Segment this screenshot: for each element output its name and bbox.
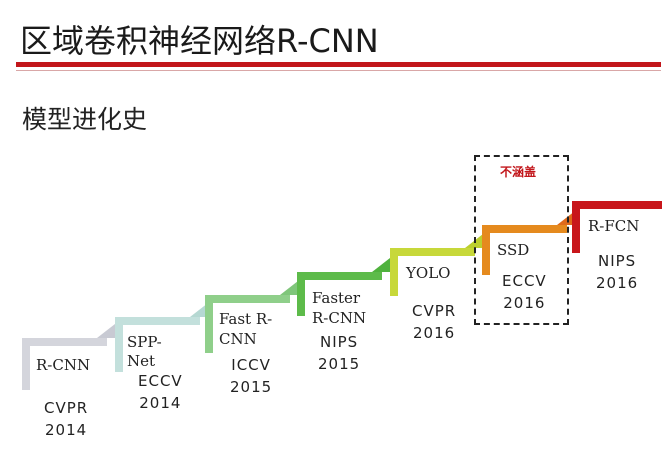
step-fastrcnn-label-2: CNN — [219, 330, 257, 348]
step-rfcn-venue-year: 2016 — [596, 274, 639, 292]
step-fasterrcnn-tread — [297, 272, 382, 280]
step-fasterrcnn-label-1: Faster — [312, 289, 361, 307]
step-sppnet-riser — [115, 317, 123, 372]
step-sppnet-venue-name: ECCV — [138, 372, 183, 390]
step-sppnet-venue-year: 2014 — [139, 394, 182, 412]
step-ssd-arrow — [557, 211, 575, 225]
step-ssd-venue-name: ECCV — [502, 272, 547, 290]
step-rcnn-label: R-CNN — [36, 356, 91, 374]
step-rfcn-venue-name: NIPS — [597, 252, 637, 270]
step-rcnn-venue-name: CVPR — [44, 399, 89, 417]
step-fasterrcnn-arrow — [372, 258, 390, 272]
step-yolo-label: YOLO — [406, 264, 451, 282]
step-yolo-venue: CVPR 2016 — [412, 300, 456, 344]
step-sppnet-venue: ECCV 2014 — [138, 370, 183, 414]
step-ssd-venue-year: 2016 — [503, 294, 546, 312]
step-ssd-tread — [482, 225, 567, 233]
step-fastrcnn-venue: ICCV 2015 — [230, 354, 272, 398]
step-yolo-venue-name: CVPR — [412, 302, 457, 320]
step-yolo-tread — [390, 248, 475, 256]
step-rcnn-venue: CVPR 2014 — [44, 397, 88, 441]
step-rcnn-venue-year: 2014 — [45, 421, 88, 439]
step-rfcn-venue: NIPS 2016 — [596, 250, 638, 294]
step-sppnet-label-2: Net — [127, 352, 156, 370]
step-rcnn-riser — [22, 338, 30, 390]
step-fastrcnn-tread — [205, 295, 290, 303]
step-ssd-riser — [482, 225, 490, 275]
step-rfcn-riser — [572, 201, 580, 253]
step-fastrcnn-label-1: Fast R- — [219, 310, 273, 328]
step-fasterrcnn-riser — [297, 272, 305, 316]
step-fastrcnn-riser — [205, 295, 213, 353]
step-rcnn-arrow — [97, 324, 115, 338]
step-sppnet-tread — [115, 317, 200, 325]
title-divider — [16, 62, 661, 67]
step-fasterrcnn-venue: NIPS 2015 — [318, 331, 360, 375]
step-yolo-venue-year: 2016 — [413, 324, 456, 342]
step-rcnn-tread — [22, 338, 107, 346]
step-yolo-riser — [390, 248, 398, 296]
step-rfcn-label: R-FCN — [588, 217, 640, 235]
title-divider-shadow — [16, 70, 661, 71]
step-fasterrcnn-venue-name: NIPS — [319, 333, 359, 351]
excluded-range-box — [474, 155, 569, 325]
step-fasterrcnn-label-2: R-CNN — [312, 309, 367, 327]
step-sppnet-label-1: SPP- — [127, 333, 162, 351]
step-fastrcnn-arrow — [280, 281, 298, 295]
step-ssd-label: SSD — [497, 241, 530, 259]
step-fasterrcnn-venue-year: 2015 — [318, 355, 361, 373]
step-fastrcnn-venue-year: 2015 — [230, 378, 273, 396]
step-sppnet-arrow — [190, 303, 208, 317]
step-fastrcnn-venue-name: ICCV — [231, 356, 271, 374]
slide-subtitle: 模型进化史 — [22, 105, 148, 134]
excluded-label: 不涵盖 — [500, 165, 537, 179]
step-ssd-venue: ECCV 2016 — [502, 270, 547, 314]
slide-title: 区域卷积神经网络R-CNN — [20, 22, 379, 60]
step-rfcn-tread — [572, 201, 662, 209]
